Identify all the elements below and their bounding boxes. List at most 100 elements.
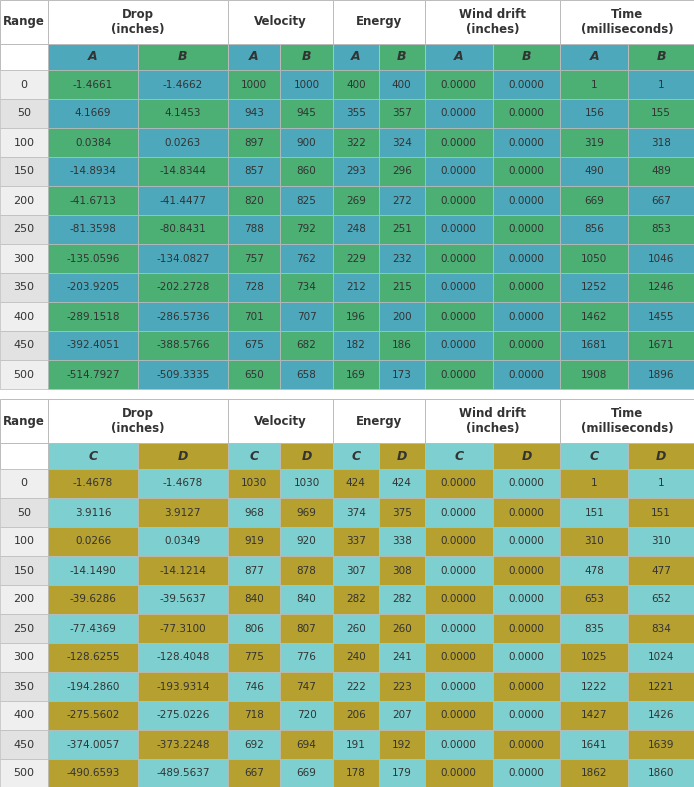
Bar <box>138 498 228 527</box>
Bar <box>628 469 694 498</box>
Text: -194.2860: -194.2860 <box>67 682 120 692</box>
Bar <box>0 672 48 701</box>
Bar <box>138 730 228 759</box>
Text: B: B <box>397 50 407 64</box>
Text: 0.0000: 0.0000 <box>441 623 477 634</box>
Bar <box>280 556 332 585</box>
Bar <box>48 186 138 215</box>
Text: 0.0000: 0.0000 <box>441 594 477 604</box>
Bar <box>332 443 379 469</box>
Bar <box>379 244 425 273</box>
Text: 853: 853 <box>651 224 671 235</box>
Text: 4.1669: 4.1669 <box>75 109 111 119</box>
Bar <box>138 672 228 701</box>
Bar <box>425 498 493 527</box>
Text: 0.0000: 0.0000 <box>441 138 477 147</box>
Bar <box>280 527 332 556</box>
Text: 0.0000: 0.0000 <box>509 341 545 350</box>
Bar <box>561 70 628 99</box>
Text: 182: 182 <box>346 341 366 350</box>
Text: 0.0000: 0.0000 <box>441 195 477 205</box>
Bar <box>332 186 379 215</box>
Text: 920: 920 <box>296 537 316 546</box>
Text: 0.0000: 0.0000 <box>509 79 545 90</box>
Text: 350: 350 <box>14 283 35 293</box>
Text: 728: 728 <box>244 283 264 293</box>
Bar <box>228 0 332 44</box>
Bar <box>493 70 561 99</box>
Text: -134.0827: -134.0827 <box>156 253 210 264</box>
Bar <box>280 186 332 215</box>
Bar <box>493 730 561 759</box>
Bar <box>138 585 228 614</box>
Bar <box>561 443 628 469</box>
Text: -14.8934: -14.8934 <box>69 167 117 176</box>
Text: 400: 400 <box>392 79 412 90</box>
Text: 1860: 1860 <box>648 768 675 778</box>
Text: 206: 206 <box>346 711 366 721</box>
Text: 350: 350 <box>14 682 35 692</box>
Text: 151: 151 <box>584 508 604 518</box>
Bar <box>332 215 379 244</box>
Bar <box>280 215 332 244</box>
Bar <box>561 643 628 672</box>
Bar <box>561 556 628 585</box>
Text: 450: 450 <box>13 740 35 749</box>
Bar <box>0 469 48 498</box>
Bar <box>280 128 332 157</box>
Text: 0.0000: 0.0000 <box>441 224 477 235</box>
Text: -286.5736: -286.5736 <box>156 312 210 322</box>
Bar <box>425 0 561 44</box>
Text: 1: 1 <box>658 478 664 489</box>
Bar <box>0 643 48 672</box>
Bar <box>138 614 228 643</box>
Text: 857: 857 <box>244 167 264 176</box>
Bar <box>493 157 561 186</box>
Bar <box>493 360 561 389</box>
Bar <box>628 527 694 556</box>
Text: 0.0000: 0.0000 <box>509 283 545 293</box>
Text: -193.9314: -193.9314 <box>156 682 210 692</box>
Text: 775: 775 <box>244 652 264 663</box>
Text: Wind drift
(inches): Wind drift (inches) <box>459 407 526 435</box>
Bar <box>48 701 138 730</box>
Text: 0.0384: 0.0384 <box>75 138 111 147</box>
Bar <box>561 614 628 643</box>
Bar <box>228 70 280 99</box>
Bar <box>425 585 493 614</box>
Bar <box>138 643 228 672</box>
Bar <box>138 128 228 157</box>
Bar <box>48 273 138 302</box>
Text: 400: 400 <box>13 711 35 721</box>
Bar <box>228 128 280 157</box>
Text: 1641: 1641 <box>581 740 608 749</box>
Text: 0.0000: 0.0000 <box>509 623 545 634</box>
Text: 310: 310 <box>584 537 604 546</box>
Text: 179: 179 <box>392 768 412 778</box>
Bar <box>628 99 694 128</box>
Text: 0.0000: 0.0000 <box>441 711 477 721</box>
Bar <box>425 527 493 556</box>
Bar <box>493 469 561 498</box>
Bar <box>379 730 425 759</box>
Bar <box>379 498 425 527</box>
Bar <box>425 44 493 70</box>
Bar <box>280 730 332 759</box>
Text: 0.0000: 0.0000 <box>441 508 477 518</box>
Text: 375: 375 <box>392 508 412 518</box>
Text: 1427: 1427 <box>581 711 608 721</box>
Bar <box>561 273 628 302</box>
Text: 0.0000: 0.0000 <box>441 478 477 489</box>
Text: -275.5602: -275.5602 <box>67 711 120 721</box>
Bar <box>379 469 425 498</box>
Text: 1246: 1246 <box>648 283 675 293</box>
Text: 840: 840 <box>296 594 316 604</box>
Bar <box>628 273 694 302</box>
Text: -203.9205: -203.9205 <box>67 283 119 293</box>
Text: 0.0000: 0.0000 <box>509 652 545 663</box>
Bar <box>332 157 379 186</box>
Text: 919: 919 <box>244 537 264 546</box>
Bar <box>425 399 561 443</box>
Text: 650: 650 <box>244 370 264 379</box>
Bar <box>0 44 48 70</box>
